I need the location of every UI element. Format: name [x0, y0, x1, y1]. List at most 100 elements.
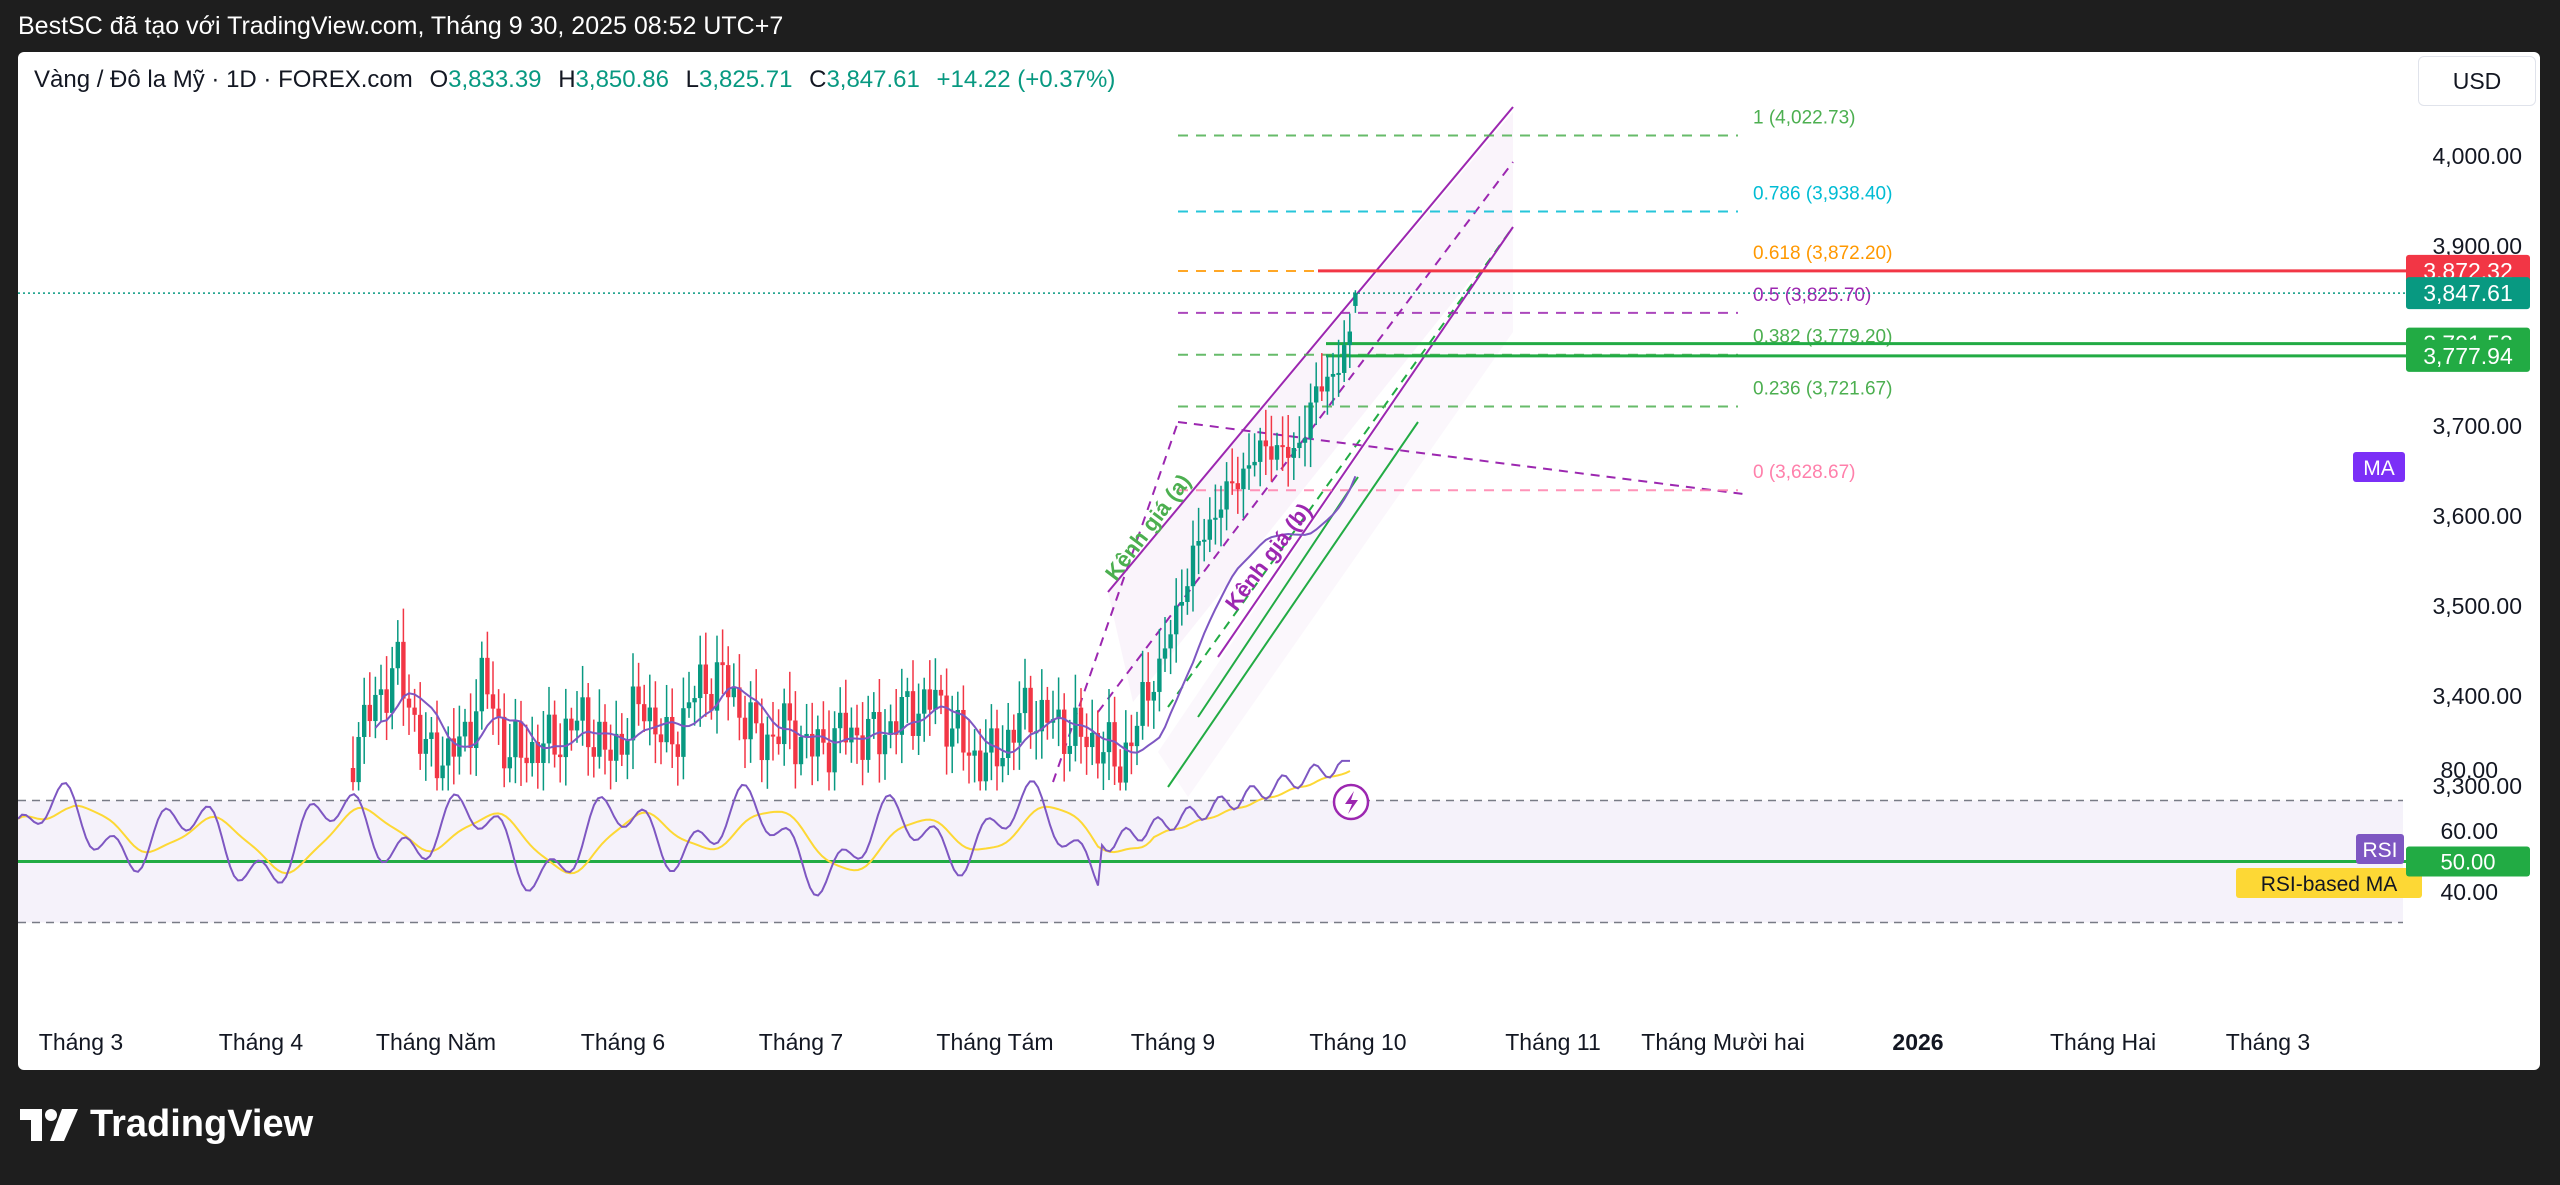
candle-body: [1129, 742, 1134, 747]
candle-body: [513, 721, 518, 758]
change-value: +14.22 (+0.37%): [936, 66, 1116, 93]
candle-body: [1353, 293, 1358, 306]
chart-panel[interactable]: 1 (4,022.73) 0.786 (3,938.40) 0.618 (3,872…: [18, 52, 2540, 1070]
time-axis-label: Tháng 9: [1131, 1029, 1215, 1055]
price-label-bg: [2406, 277, 2530, 310]
candle-body: [1336, 372, 1341, 375]
channel-b-lower-line: [1167, 421, 1419, 788]
low-value: 3,825.71: [699, 66, 793, 93]
candle-body: [451, 738, 456, 757]
candle-body: [1022, 687, 1028, 714]
candle-body: [899, 697, 904, 735]
candle-body: [1179, 601, 1184, 606]
price-chart[interactable]: 1 (4,022.73) 0.786 (3,938.40) 0.618 (3,872…: [18, 52, 2540, 1070]
candle-body: [485, 657, 490, 695]
candle-body: [938, 689, 944, 696]
candle-body: [1078, 707, 1084, 737]
ma-tag-text: MA: [2363, 457, 2395, 480]
brand-name: TradingView: [90, 1103, 314, 1145]
candle-body: [440, 765, 445, 779]
candle-body: [843, 712, 848, 743]
candle-body: [787, 703, 792, 721]
candle-body: [972, 750, 977, 756]
candle-body: [950, 728, 955, 747]
candle-body: [423, 738, 428, 754]
candle-body: [362, 704, 367, 737]
candle-body: [1207, 519, 1212, 540]
open-value: 3,833.39: [448, 66, 542, 93]
candle-body: [1028, 687, 1033, 733]
candle-body: [502, 716, 507, 769]
candle-body: [1157, 658, 1162, 692]
candle-body: [714, 662, 720, 711]
candle-body: [1224, 481, 1229, 510]
candle-body: [1185, 586, 1190, 602]
rsi-50-label-text: 50.00: [2440, 850, 2495, 875]
candle-body: [418, 714, 423, 754]
candle-body: [462, 721, 468, 737]
low-label: L: [685, 66, 699, 93]
candle-body: [474, 711, 479, 749]
candle-body: [698, 664, 703, 699]
candle-body: [1146, 682, 1151, 701]
candle-body: [832, 728, 837, 773]
fib-level-label: 1 (4,022.73): [1753, 108, 1855, 129]
candle-body: [1006, 729, 1011, 759]
candle-body: [1280, 445, 1285, 448]
rsi-ma-tag-text: RSI-based MA: [2261, 873, 2398, 896]
candle-body: [1202, 539, 1207, 542]
candle-body: [983, 752, 988, 782]
tradingview-logo-icon: [20, 1108, 78, 1141]
candle-body: [412, 707, 417, 715]
price-axis-tick: 3,400.00: [2432, 683, 2522, 709]
candle-body: [1140, 682, 1145, 726]
currency-button[interactable]: USD: [2418, 56, 2536, 106]
candle-body: [586, 697, 591, 748]
candle-body: [860, 735, 865, 760]
time-axis-label: Tháng 4: [219, 1029, 304, 1055]
candle-body: [1095, 732, 1100, 764]
candle-body: [922, 689, 927, 714]
ma-tag-bg: [2353, 452, 2405, 482]
time-axis-label: Tháng Hai: [2050, 1029, 2156, 1055]
candle-body: [731, 687, 736, 698]
candle-body: [490, 694, 496, 709]
candle-body: [1330, 373, 1336, 377]
candle-body: [966, 752, 972, 756]
open-label: O: [429, 66, 449, 93]
candle-body: [530, 742, 535, 764]
candle-body: [614, 733, 619, 761]
candle-body: [406, 698, 412, 708]
channel-a-upper-line: [1107, 106, 1514, 593]
time-axis-label: Tháng 3: [39, 1029, 123, 1055]
rsi-line: [18, 759, 1350, 897]
candle-body: [602, 721, 608, 750]
price-axis-tick: 4,000.00: [2432, 143, 2522, 169]
price-label-bg: [2406, 339, 2530, 372]
rsi-50-label-bg: [2406, 846, 2530, 877]
plot-area: 1 (4,022.73) 0.786 (3,938.40) 0.618 (3,872…: [18, 106, 2430, 924]
price-axis-tick: 3,700.00: [2432, 413, 2522, 439]
candle-body: [888, 721, 893, 735]
time-axis-label: Tháng Năm: [376, 1029, 496, 1055]
candle-body: [552, 714, 557, 755]
candle-body: [1067, 745, 1072, 754]
candle-body: [1269, 446, 1274, 460]
time-axis-label: Tháng 6: [581, 1029, 665, 1055]
candle-body: [1342, 345, 1347, 373]
candle-body: [978, 750, 983, 782]
candle-body: [686, 702, 692, 709]
candle-body: [535, 742, 540, 763]
candle-body: [726, 665, 731, 698]
lightning-icon: [1345, 791, 1358, 814]
candle-body: [1308, 402, 1313, 439]
candle-body: [558, 754, 563, 758]
high-label: H: [558, 66, 576, 93]
rsi-axis-tick: 40.00: [2440, 879, 2498, 905]
candle-body: [838, 712, 843, 729]
candle-body: [518, 721, 524, 758]
tradingview-logo[interactable]: TradingView: [20, 1103, 313, 1146]
candle-body: [826, 742, 832, 773]
candle-body: [541, 743, 546, 763]
candle-body: [1302, 438, 1308, 443]
